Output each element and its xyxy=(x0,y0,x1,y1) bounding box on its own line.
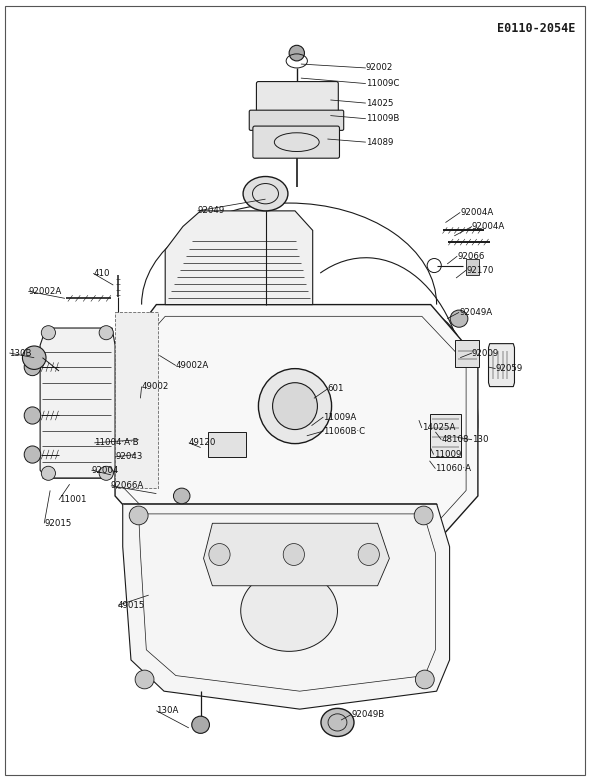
Ellipse shape xyxy=(283,544,304,565)
FancyBboxPatch shape xyxy=(253,126,339,159)
Ellipse shape xyxy=(24,407,41,424)
Bar xyxy=(455,340,479,367)
Text: 92059: 92059 xyxy=(496,364,523,373)
Bar xyxy=(466,259,479,275)
Text: 48108: 48108 xyxy=(441,435,469,444)
Ellipse shape xyxy=(135,670,154,689)
Text: 49120: 49120 xyxy=(189,438,216,448)
Polygon shape xyxy=(115,305,478,539)
Ellipse shape xyxy=(241,570,337,651)
Text: 92004: 92004 xyxy=(91,465,119,475)
Text: 92002A: 92002A xyxy=(28,287,61,296)
Text: 130: 130 xyxy=(472,435,489,444)
Ellipse shape xyxy=(129,506,148,525)
Ellipse shape xyxy=(289,45,304,61)
Text: 92002: 92002 xyxy=(366,63,393,73)
Text: 92066: 92066 xyxy=(457,251,484,261)
Text: 11009B: 11009B xyxy=(366,114,399,123)
Text: 11009: 11009 xyxy=(434,450,461,459)
Text: 14025: 14025 xyxy=(366,98,394,108)
Ellipse shape xyxy=(243,177,288,211)
Text: 92043: 92043 xyxy=(115,452,142,462)
Text: 92066A: 92066A xyxy=(111,481,144,490)
Text: 49002A: 49002A xyxy=(176,361,209,370)
Ellipse shape xyxy=(321,708,354,736)
Ellipse shape xyxy=(24,358,41,376)
Text: 11009A: 11009A xyxy=(323,412,356,422)
Ellipse shape xyxy=(22,346,46,369)
Text: eReplacementParts.com: eReplacementParts.com xyxy=(235,374,355,383)
Polygon shape xyxy=(123,504,450,709)
Ellipse shape xyxy=(258,369,332,444)
Text: 11060B·C: 11060B·C xyxy=(323,426,365,436)
Text: E0110-2054E: E0110-2054E xyxy=(497,22,575,35)
FancyBboxPatch shape xyxy=(257,81,338,116)
Polygon shape xyxy=(40,328,115,478)
Text: 92170: 92170 xyxy=(466,266,493,275)
Ellipse shape xyxy=(192,716,209,733)
Bar xyxy=(208,432,246,457)
Ellipse shape xyxy=(99,466,113,480)
Ellipse shape xyxy=(24,446,41,463)
Text: 11060·A: 11060·A xyxy=(435,464,471,473)
Ellipse shape xyxy=(99,326,113,340)
Text: 92049A: 92049A xyxy=(459,308,492,317)
Text: 14025A: 14025A xyxy=(422,423,455,433)
Text: 601: 601 xyxy=(327,384,344,394)
Ellipse shape xyxy=(414,506,433,525)
Text: 92049: 92049 xyxy=(198,206,225,216)
FancyBboxPatch shape xyxy=(249,110,344,130)
Ellipse shape xyxy=(273,383,317,430)
Ellipse shape xyxy=(415,670,434,689)
Text: 11009C: 11009C xyxy=(366,79,399,88)
Ellipse shape xyxy=(209,544,230,565)
Text: 92009: 92009 xyxy=(472,348,499,358)
Polygon shape xyxy=(430,414,461,457)
Text: 49002: 49002 xyxy=(142,382,169,391)
Polygon shape xyxy=(165,211,313,305)
Text: 11004·A·B: 11004·A·B xyxy=(94,438,139,448)
Ellipse shape xyxy=(358,544,379,565)
Text: 410: 410 xyxy=(93,269,110,278)
Text: 130B: 130B xyxy=(9,348,32,358)
Ellipse shape xyxy=(173,488,190,504)
Text: 92015: 92015 xyxy=(44,519,71,528)
Text: 92004A: 92004A xyxy=(472,222,505,231)
Ellipse shape xyxy=(41,466,55,480)
Polygon shape xyxy=(204,523,389,586)
Text: 130A: 130A xyxy=(156,706,179,715)
Polygon shape xyxy=(115,312,158,488)
Text: 92004A: 92004A xyxy=(460,208,493,217)
Ellipse shape xyxy=(450,310,468,327)
Ellipse shape xyxy=(41,326,55,340)
Text: 11001: 11001 xyxy=(59,495,87,505)
Text: 14089: 14089 xyxy=(366,137,393,147)
Polygon shape xyxy=(489,344,514,387)
Text: 92049B: 92049B xyxy=(351,710,384,719)
Text: 49015: 49015 xyxy=(118,601,145,610)
